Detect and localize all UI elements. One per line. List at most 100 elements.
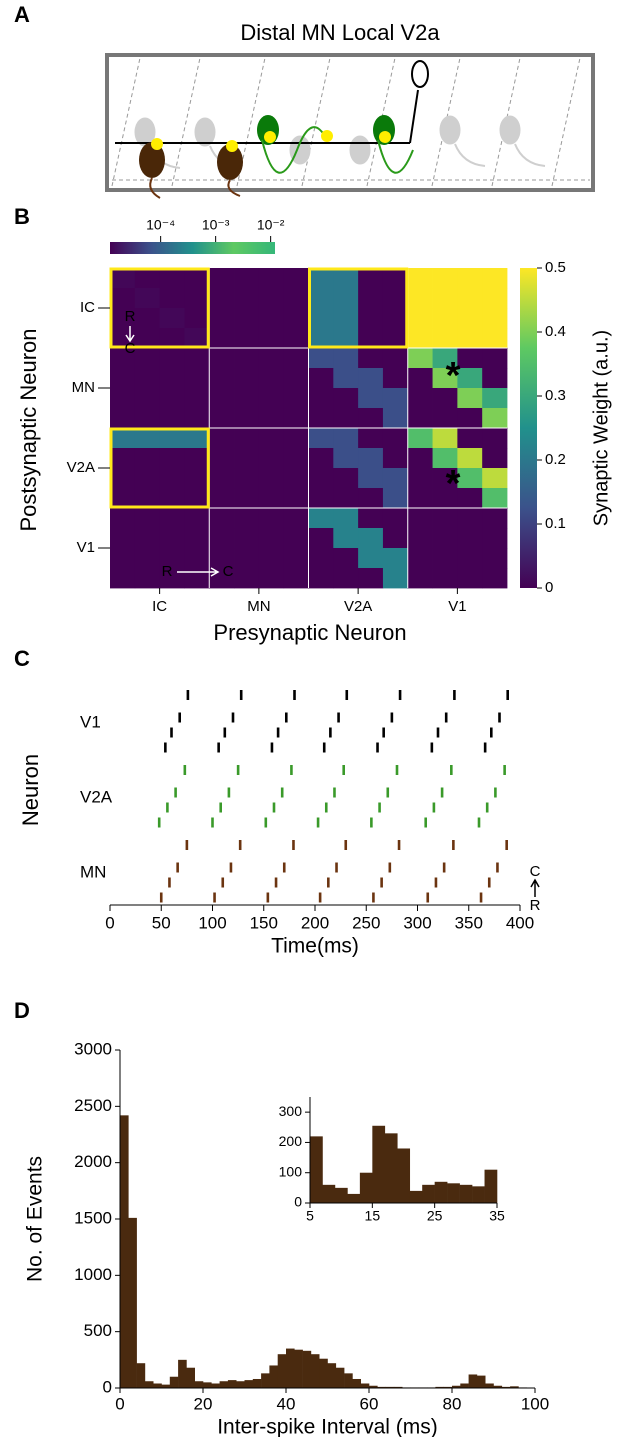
log-colorbar [110, 242, 275, 254]
x-tick-label: 15 [365, 1208, 381, 1224]
spike [398, 690, 402, 700]
heatmap-cell [159, 408, 185, 429]
heatmap-cell [382, 568, 409, 589]
heatmap-cell [159, 448, 185, 469]
heatmap-cell [482, 488, 508, 509]
spike [270, 742, 274, 753]
heatmap-cell [283, 488, 309, 509]
heatmap-cell [333, 388, 359, 409]
heatmap-cell [184, 468, 210, 489]
spike [223, 727, 227, 738]
arrow [177, 567, 220, 577]
y-tick-label: 300 [279, 1103, 303, 1119]
heatmap-cell [209, 368, 235, 389]
heatmap-cell [308, 548, 334, 569]
spike [424, 817, 427, 828]
heatmap-cell [308, 288, 334, 309]
heatmap-cell [407, 528, 433, 549]
histogram-bar [334, 1187, 348, 1203]
heatmap-cell [283, 268, 309, 289]
x-tick-label: 40 [277, 1394, 296, 1413]
x-tick-label: V1 [448, 598, 466, 615]
heatmap-cell [258, 388, 285, 409]
spike [329, 727, 332, 738]
spike [274, 877, 278, 888]
histogram-bar [128, 1217, 137, 1388]
heatmap-cell [482, 288, 508, 309]
spike [159, 892, 163, 903]
heatmap-cell [184, 448, 210, 469]
spike [505, 840, 508, 850]
spike [395, 765, 399, 775]
histogram-bar [397, 1148, 411, 1203]
heatmap-cell [482, 348, 508, 369]
heatmap-cell [159, 468, 185, 489]
heatmap-cell [110, 568, 136, 589]
histogram-bar [476, 1375, 486, 1388]
spike [178, 712, 181, 723]
heatmap-cell [333, 568, 359, 589]
spike [453, 690, 456, 700]
histogram-bar [302, 1350, 312, 1388]
spike [186, 690, 190, 700]
heatmap-cell [407, 308, 433, 329]
histogram-bar [153, 1383, 162, 1388]
heatmap-cell [283, 428, 309, 449]
y-tick-label: 2000 [74, 1152, 112, 1171]
heatmap-cell [134, 408, 161, 429]
heatmap-cell [382, 488, 409, 509]
heatmap-cell [432, 428, 458, 449]
spike [370, 817, 373, 828]
heatmap-cell [358, 568, 384, 589]
log-colorbar-tick-label: 10⁻³ [202, 217, 230, 233]
histogram-bar [335, 1367, 345, 1388]
heatmap-cell [234, 428, 260, 449]
heatmap-cell [184, 328, 210, 349]
x-tick-label: 200 [301, 913, 329, 932]
spike [157, 817, 161, 828]
heatmap-cell [258, 408, 285, 429]
spike [380, 877, 383, 888]
spike [335, 862, 338, 873]
heatmap-cell [457, 428, 483, 449]
heatmap-cell [234, 568, 260, 589]
heatmap-cell [333, 268, 359, 289]
heatmap-cell [308, 568, 334, 589]
heatmap-cell [457, 368, 483, 389]
heatmap-cell [482, 428, 508, 449]
heatmap-cell [258, 468, 285, 489]
heatmap-cell [382, 288, 409, 309]
histogram-bar [372, 1125, 386, 1203]
heatmap-cell [258, 568, 285, 589]
y-axis-label: Postsynaptic Neuron [16, 329, 41, 532]
heatmap-cell [159, 568, 185, 589]
spike [372, 892, 375, 903]
heatmap-cell [234, 328, 260, 349]
heatmap-cell [482, 308, 508, 329]
heatmap-cell [407, 488, 433, 509]
heatmap-cell [110, 288, 136, 309]
heatmap-cell [482, 328, 508, 349]
heatmap-cell [209, 448, 235, 469]
heatmap-cell [432, 508, 458, 529]
heatmap-cell [457, 548, 483, 569]
histogram-bar [277, 1354, 287, 1388]
colorbar-tick-label: 0.4 [545, 323, 566, 340]
heatmap-cell [134, 308, 161, 329]
spike [280, 787, 284, 798]
heatmap-cell [333, 368, 359, 389]
histogram-bar [211, 1383, 220, 1388]
spike [170, 727, 173, 738]
heatmap-cell [482, 468, 508, 489]
spike [185, 840, 189, 850]
colorbar-tick-label: 0.5 [545, 259, 566, 276]
heatmap-cell [234, 528, 260, 549]
spike [231, 712, 235, 723]
heatmap-cell [184, 348, 210, 369]
histogram-bar [443, 1386, 453, 1388]
asterisk: * [446, 463, 461, 505]
heatmap-cell [382, 548, 409, 569]
heatmap-cell [358, 428, 384, 449]
heatmap-cell [110, 448, 136, 469]
spike [430, 742, 434, 753]
